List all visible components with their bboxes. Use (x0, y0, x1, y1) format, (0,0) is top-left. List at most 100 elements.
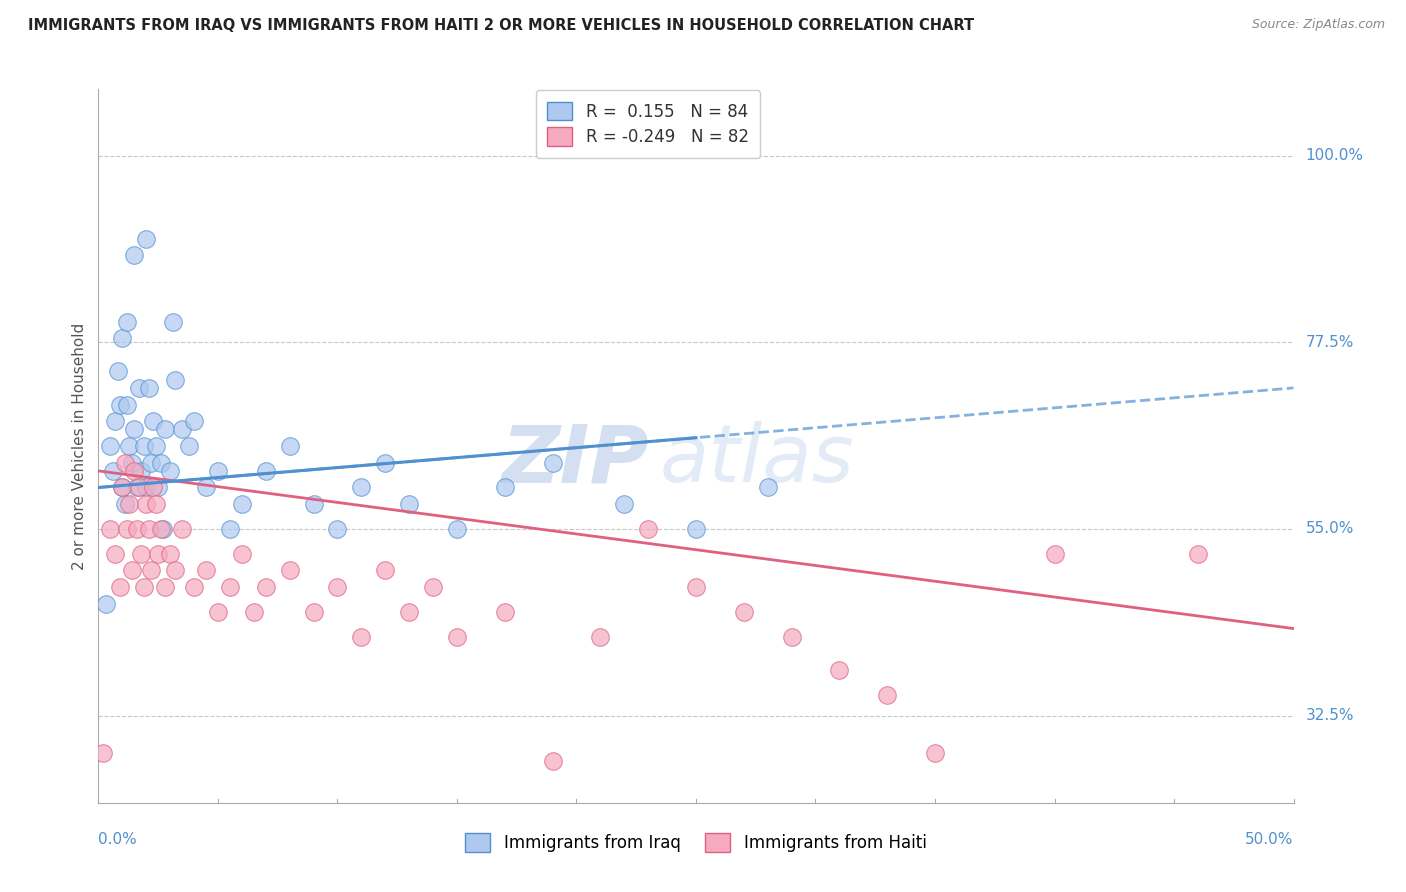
Text: Source: ZipAtlas.com: Source: ZipAtlas.com (1251, 18, 1385, 31)
Point (118, 497, 141, 511)
Text: 0.0%: 0.0% (98, 832, 138, 847)
Point (219, 522, 242, 536)
Text: ZIP: ZIP (501, 421, 648, 500)
Point (162, 314, 184, 328)
Point (278, 564, 301, 578)
Point (278, 439, 301, 453)
Point (121, 564, 143, 578)
Point (685, 580, 707, 594)
Point (135, 231, 157, 245)
Point (108, 580, 131, 594)
Point (148, 481, 170, 495)
Point (924, 746, 946, 760)
Point (149, 456, 172, 470)
Point (302, 605, 325, 619)
Point (685, 522, 707, 536)
Point (231, 497, 253, 511)
Point (149, 522, 172, 536)
Point (195, 564, 218, 578)
Point (183, 580, 205, 594)
Point (115, 522, 138, 536)
Point (114, 497, 136, 511)
Point (94, 597, 117, 611)
Point (172, 422, 194, 436)
Point (254, 464, 277, 478)
Point (155, 422, 177, 436)
Point (254, 580, 277, 594)
Point (131, 464, 153, 478)
Point (125, 522, 148, 536)
Point (128, 481, 150, 495)
Text: atlas: atlas (661, 421, 855, 500)
Point (138, 381, 160, 395)
Point (207, 605, 229, 619)
Point (828, 663, 851, 677)
Point (91, 746, 114, 760)
Point (98, 439, 122, 453)
Point (541, 754, 564, 768)
Legend: Immigrants from Iraq, Immigrants from Haiti: Immigrants from Iraq, Immigrants from Ha… (458, 827, 934, 859)
Point (104, 547, 127, 561)
Point (107, 364, 129, 378)
Point (183, 414, 205, 428)
Point (111, 481, 134, 495)
Point (152, 522, 174, 536)
Point (613, 497, 636, 511)
Point (494, 605, 516, 619)
Point (115, 397, 138, 411)
Point (98, 522, 122, 536)
Point (111, 481, 134, 495)
Point (101, 464, 124, 478)
Point (733, 605, 755, 619)
Point (231, 547, 253, 561)
Text: 32.5%: 32.5% (1306, 708, 1354, 723)
Point (374, 456, 396, 470)
Point (446, 630, 468, 644)
Point (139, 564, 162, 578)
Point (589, 630, 612, 644)
Text: IMMIGRANTS FROM IRAQ VS IMMIGRANTS FROM HAITI 2 OR MORE VEHICLES IN HOUSEHOLD CO: IMMIGRANTS FROM IRAQ VS IMMIGRANTS FROM … (28, 18, 974, 33)
Point (125, 481, 148, 495)
Point (114, 456, 136, 470)
Point (135, 497, 157, 511)
Y-axis label: 2 or more Vehicles in Household: 2 or more Vehicles in Household (72, 322, 87, 570)
Point (121, 456, 143, 470)
Point (446, 522, 468, 536)
Point (179, 439, 201, 453)
Point (142, 481, 165, 495)
Point (139, 456, 162, 470)
Point (128, 381, 150, 395)
Point (131, 547, 153, 561)
Point (124, 464, 146, 478)
Point (115, 314, 138, 328)
Point (132, 580, 155, 594)
Text: 55.0%: 55.0% (1306, 522, 1354, 536)
Point (398, 497, 420, 511)
Point (780, 630, 803, 644)
Point (637, 522, 659, 536)
Point (159, 464, 181, 478)
Point (155, 580, 177, 594)
Point (124, 248, 146, 262)
Point (163, 373, 186, 387)
Point (541, 456, 564, 470)
Point (118, 439, 141, 453)
Point (104, 414, 127, 428)
Point (145, 497, 167, 511)
Point (172, 522, 194, 536)
Point (132, 439, 155, 453)
Text: 100.0%: 100.0% (1306, 148, 1364, 163)
Point (398, 605, 420, 619)
Point (350, 630, 373, 644)
Point (1043, 547, 1066, 561)
Text: 50.0%: 50.0% (1246, 832, 1294, 847)
Point (142, 414, 165, 428)
Point (422, 580, 444, 594)
Point (876, 688, 898, 702)
Point (374, 564, 396, 578)
Point (207, 464, 229, 478)
Point (219, 580, 242, 594)
Point (243, 605, 266, 619)
Point (350, 481, 373, 495)
Point (108, 397, 131, 411)
